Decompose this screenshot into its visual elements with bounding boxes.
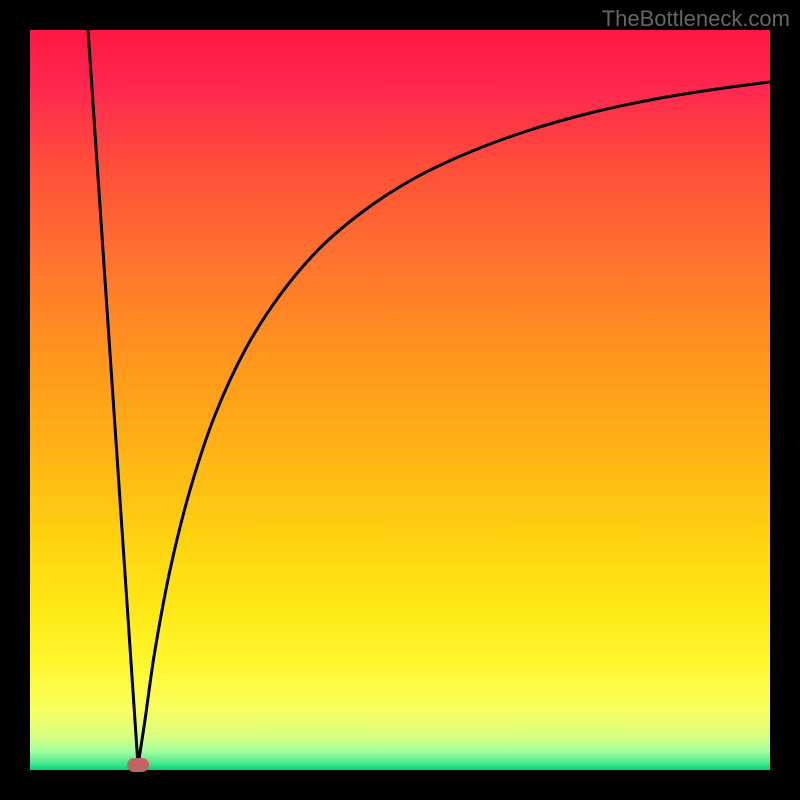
chart-container: TheBottleneck.com <box>0 0 800 800</box>
watermark-text: TheBottleneck.com <box>602 6 790 32</box>
plot-area <box>30 30 770 770</box>
curve-path <box>88 30 770 765</box>
curve-layer <box>30 30 770 770</box>
minimum-marker <box>127 758 149 772</box>
